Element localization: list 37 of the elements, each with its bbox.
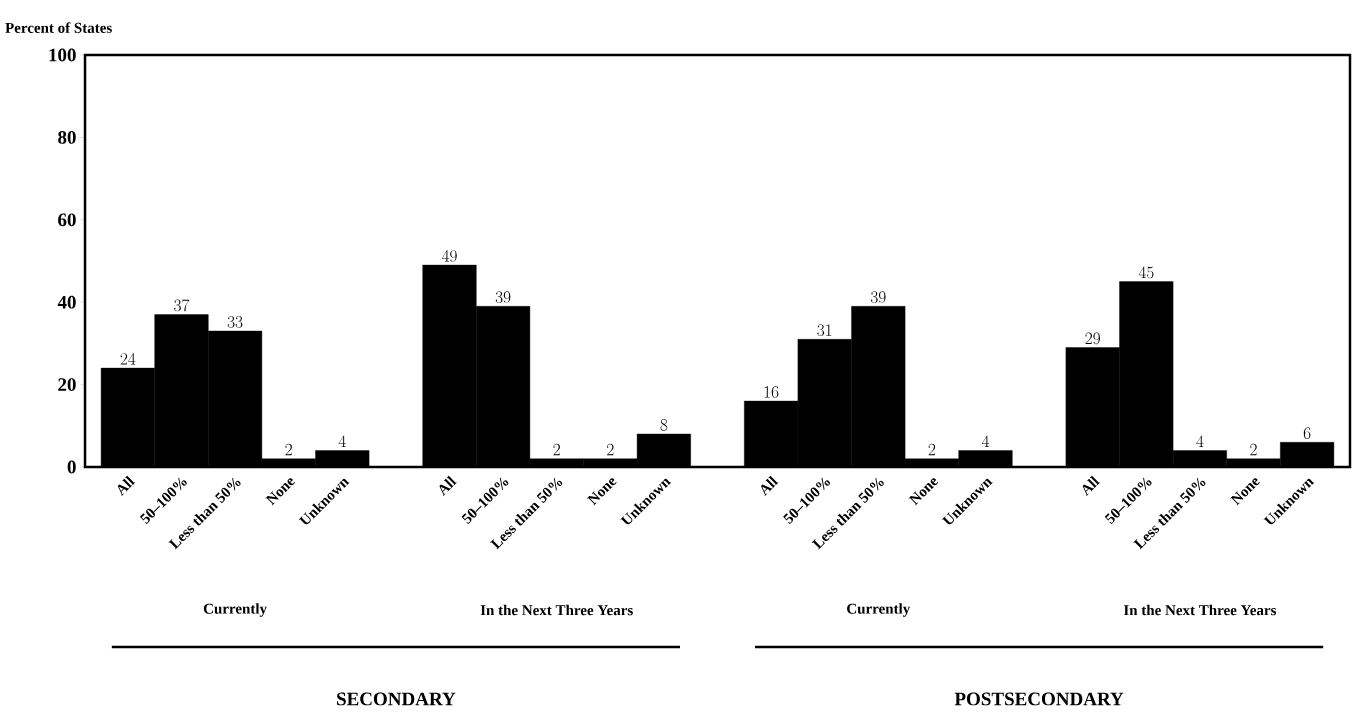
data-label: 2 xyxy=(607,443,614,456)
data-label: 6 xyxy=(1303,427,1311,440)
data-label: 8 xyxy=(660,419,668,431)
y-tick-label: 80 xyxy=(58,130,76,144)
data-label: 4 xyxy=(981,435,990,447)
y-tick-label: 20 xyxy=(58,378,76,391)
data-label: 2 xyxy=(928,443,936,456)
x-tick-label: All xyxy=(439,475,457,496)
y-tick-label: 60 xyxy=(58,213,76,227)
data-label: 31 xyxy=(817,324,832,337)
text: Currently xyxy=(847,603,911,617)
data-label: 45 xyxy=(1138,266,1154,279)
data-label: 39 xyxy=(495,291,511,304)
data-label: 37 xyxy=(174,299,190,312)
data-label: 2 xyxy=(553,443,560,456)
y-tick-label: 100 xyxy=(49,48,76,62)
y-tick-label: 0 xyxy=(67,460,76,474)
x-tick-label: All xyxy=(117,475,136,496)
x-tick-label: All xyxy=(761,475,779,496)
y-tick-label: 40 xyxy=(57,295,76,309)
data-label: 2 xyxy=(285,443,292,456)
data-label: 24 xyxy=(120,353,136,365)
text: Currently xyxy=(203,603,267,617)
data-label: 2 xyxy=(1250,443,1257,456)
text: In the Next Three Years xyxy=(1123,604,1277,616)
data-label: 29 xyxy=(1085,332,1100,345)
text: SECONDARY xyxy=(337,692,456,706)
data-label: 16 xyxy=(764,386,779,398)
data-label: 4 xyxy=(338,435,346,447)
data-label: 49 xyxy=(441,250,457,262)
data-label: 39 xyxy=(870,291,886,304)
text: POSTSECONDARY xyxy=(954,692,1124,706)
text: In the Next Three Years xyxy=(480,604,633,616)
data-label: 33 xyxy=(227,316,243,328)
x-tick-label: All xyxy=(1082,475,1100,496)
y-axis-title: Percent of States xyxy=(5,22,112,33)
data-label: 4 xyxy=(1196,435,1204,447)
